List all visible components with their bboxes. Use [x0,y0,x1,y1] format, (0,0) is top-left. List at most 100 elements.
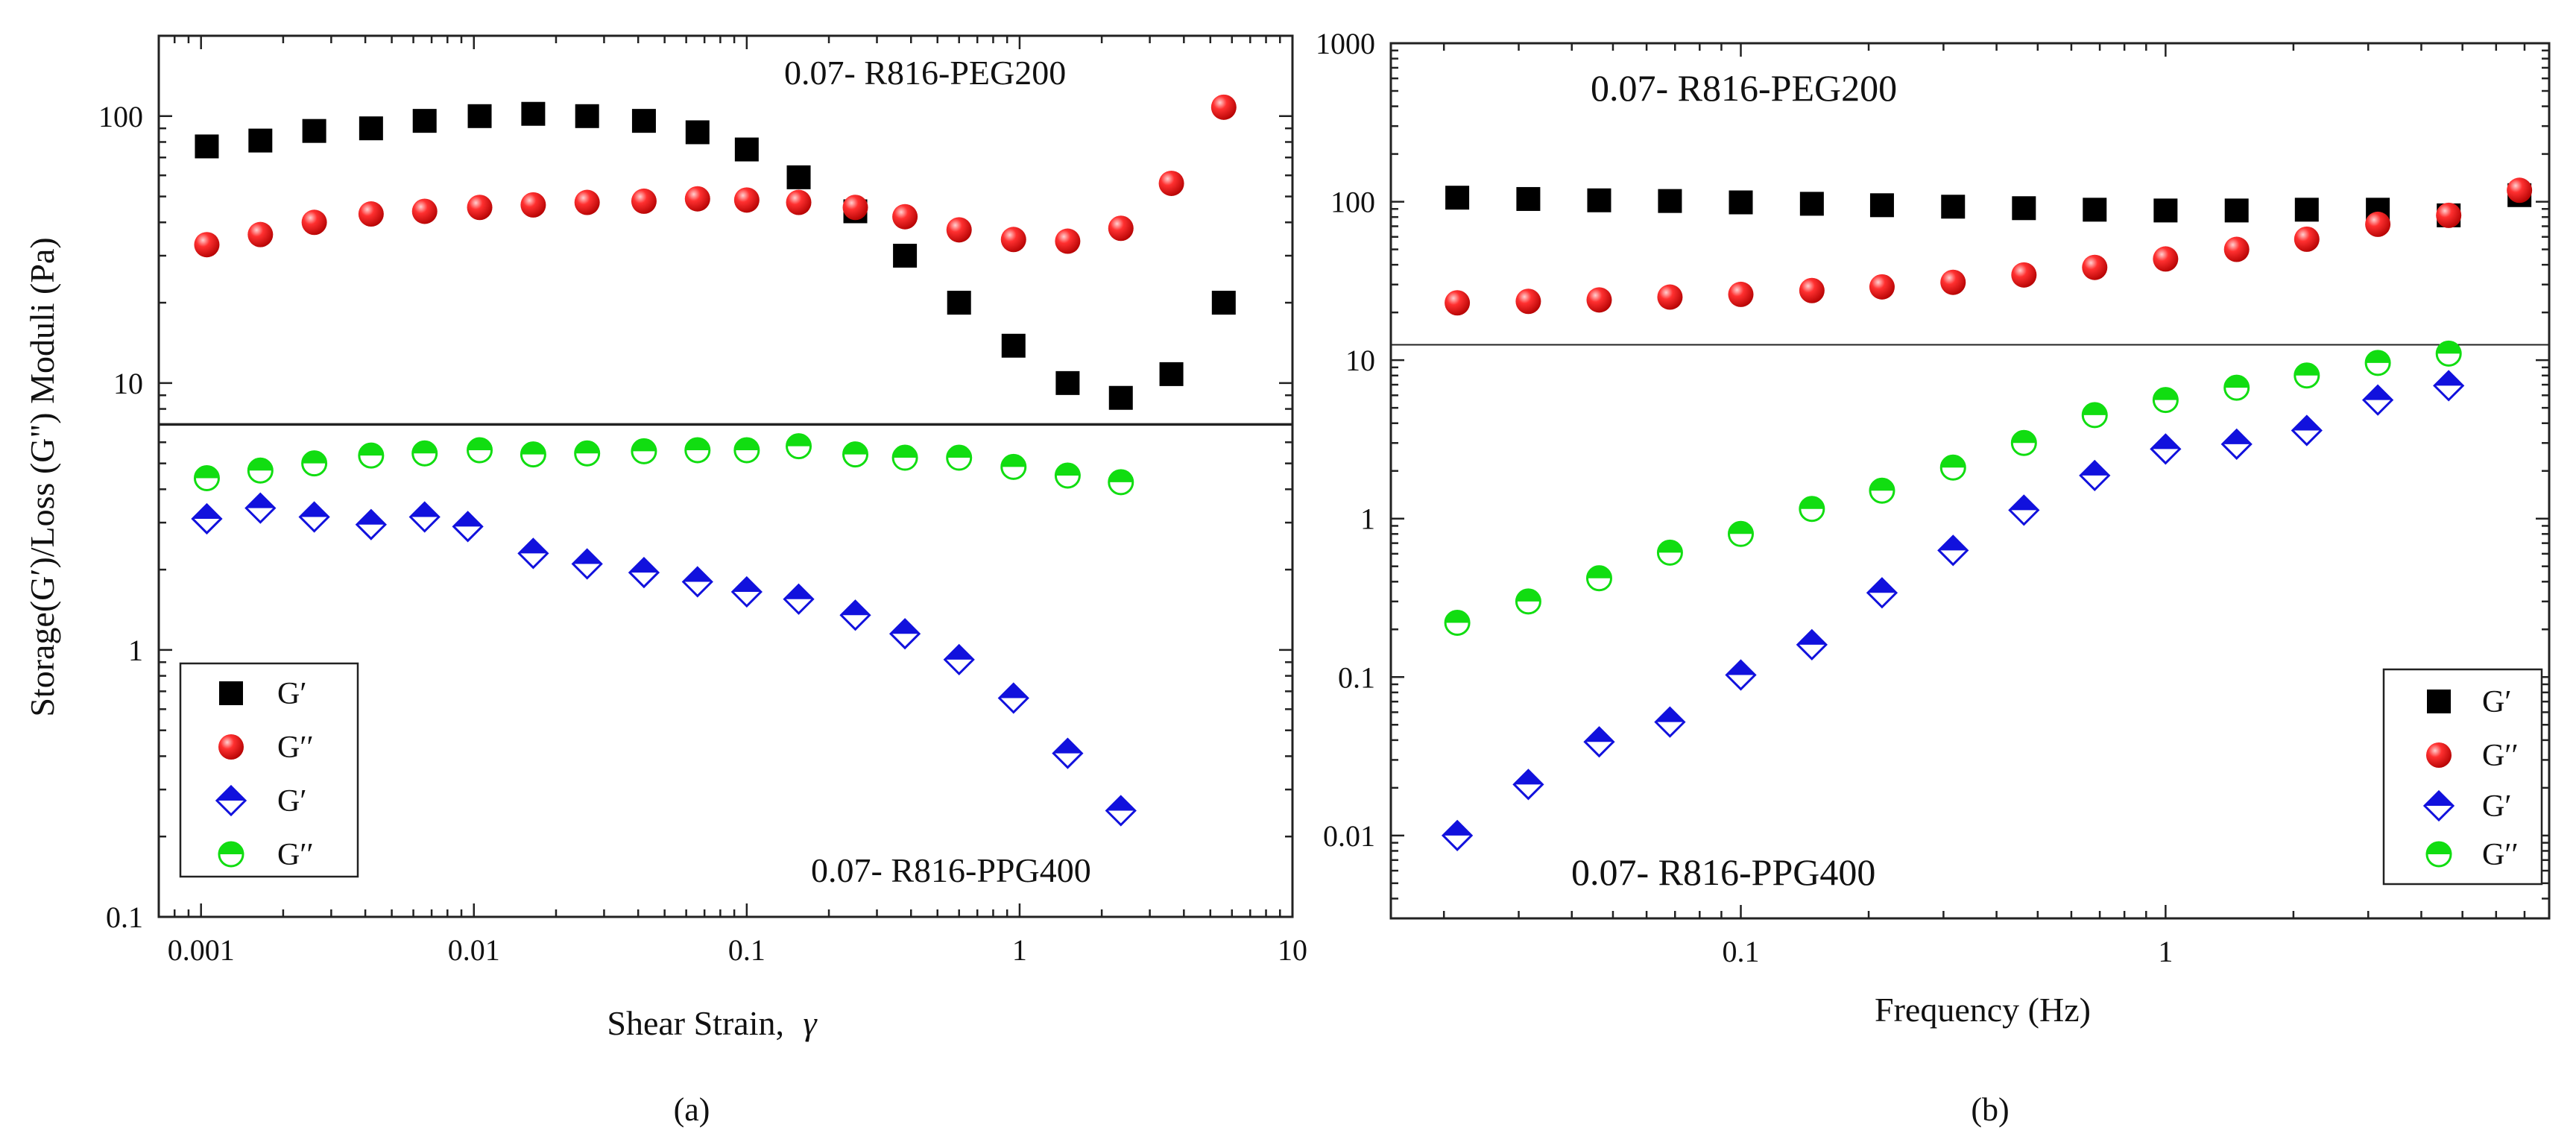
data-point-series-2 [1000,227,1026,253]
data-point-series-1 [521,101,546,126]
data-point-series-2 [2294,226,2320,252]
data-point-series-2 [301,209,327,236]
data-point-series-1 [1108,385,1133,410]
panel-a-legend-marks [215,681,247,868]
panel-a-legend-box [179,662,359,878]
panel-b-caption: (b) [1971,1091,2009,1128]
data-point-series-2 [733,187,760,213]
data-point-series-1 [1516,186,1541,211]
panel-a-chart: 0.001 0.01 0.1 1 10 0.1 1 10 100 0.07- R816-PEG2… [23,34,1307,1128]
data-point-series-3 [355,508,387,540]
data-point-series-3 [730,575,763,608]
data-point-series-4 [2152,387,2179,414]
data-point-series-1 [893,244,918,268]
panel-a-legend-label-3: G′ [277,784,307,818]
data-point-series-3 [1937,534,1969,567]
legend-marker-series-4 [2425,841,2452,868]
data-point-series-4 [1444,609,1471,636]
data-point-series-1 [2012,196,2036,221]
panel-b-legend-marks [2422,690,2455,868]
data-point-series-3 [1583,726,1615,758]
data-point-series-2 [1940,269,1966,295]
data-point-series-3 [452,511,484,543]
data-point-series-2 [1869,274,1895,300]
data-point-series-1 [1445,186,1470,210]
data-point-series-3 [2291,414,2323,447]
data-point-series-2 [892,204,918,230]
data-point-series-3 [2433,370,2465,402]
data-point-series-4 [2364,350,2391,376]
data-point-series-3 [1441,819,1474,851]
data-point-series-1 [1159,362,1184,386]
data-point-series-4 [2010,429,2037,456]
y-tick-label: 0.1 [1338,660,1375,694]
legend-marker-series-3 [2422,789,2455,822]
data-point-series-2 [1799,277,1825,303]
data-point-series-4 [1728,520,1755,547]
data-point-series-3 [1512,769,1544,801]
data-point-series-4 [842,441,869,468]
panel-a-plot-frame [157,34,1294,918]
legend-marker-series-4 [218,841,244,868]
legend-marker-series-1 [219,681,243,705]
x-tick-label: 1 [2158,935,2173,968]
data-point-series-4 [684,437,711,464]
data-point-series-4 [733,437,760,464]
y-tick-label: 1 [128,634,143,667]
panel-b-ticks: 0.1 1 0.01 0.1 1 10 100 1000 [1316,27,2551,968]
data-point-series-1 [734,137,759,162]
data-point-series-1 [1799,192,1824,216]
data-point-series-4 [411,440,438,467]
data-point-series-4 [891,444,918,471]
data-point-series-4 [358,442,385,469]
data-point-series-4 [1000,453,1027,480]
data-point-series-4 [2081,402,2108,429]
data-point-series-1 [631,109,656,133]
data-point-series-2 [467,195,493,221]
data-point-series-3 [408,501,441,533]
data-point-series-3 [839,599,871,631]
data-point-series-3 [1105,795,1137,827]
data-point-series-4 [193,465,220,492]
data-point-series-2 [358,201,384,227]
legend-marker-series-2 [2426,742,2452,768]
data-point-series-1 [2294,198,2319,222]
x-tick-label: 0.01 [448,933,500,967]
data-point-series-3 [888,618,921,650]
data-point-series-2 [1728,281,1754,307]
data-point-series-2 [574,189,600,215]
data-point-series-2 [1515,288,1541,315]
y-tick-label: 10 [1345,344,1375,377]
y-tick-label: 1000 [1316,27,1375,60]
data-point-series-4 [631,438,657,464]
data-point-series-2 [2011,262,2037,288]
legend-marker-series-2 [218,734,244,760]
data-point-series-2 [1158,170,1184,196]
data-point-series-1 [2153,198,2178,223]
panel-a-ticks: 0.001 0.01 0.1 1 10 0.1 1 10 100 [98,34,1307,967]
data-point-series-4 [1108,469,1134,496]
data-point-series-4 [2223,374,2250,401]
legend-marker-series-3 [215,784,247,817]
panel-b-legend-label-1: G′ [2482,685,2512,719]
panel-a-legend: G′ G′′ G′ G′′ [179,662,359,878]
data-point-series-3 [628,556,660,589]
data-point-series-1 [947,291,971,315]
y-tick-label: 0.01 [1323,819,1375,853]
data-point-series-1 [575,104,599,128]
data-point-series-2 [2082,254,2108,280]
data-point-series-4 [467,437,493,464]
data-point-series-4 [1656,539,1683,566]
data-point-series-2 [1108,215,1134,242]
data-point-series-1 [1587,188,1611,212]
data-point-series-3 [1654,706,1686,738]
panel-a-xlabel: Shear Strain, γ [607,1004,818,1042]
data-point-series-4 [520,441,546,468]
data-point-series-1 [248,128,273,153]
data-point-series-2 [194,232,220,258]
x-tick-label: 0.1 [1723,935,1760,968]
data-point-series-3 [191,502,223,535]
data-point-series-2 [2436,202,2462,228]
data-point-series-2 [786,189,812,215]
